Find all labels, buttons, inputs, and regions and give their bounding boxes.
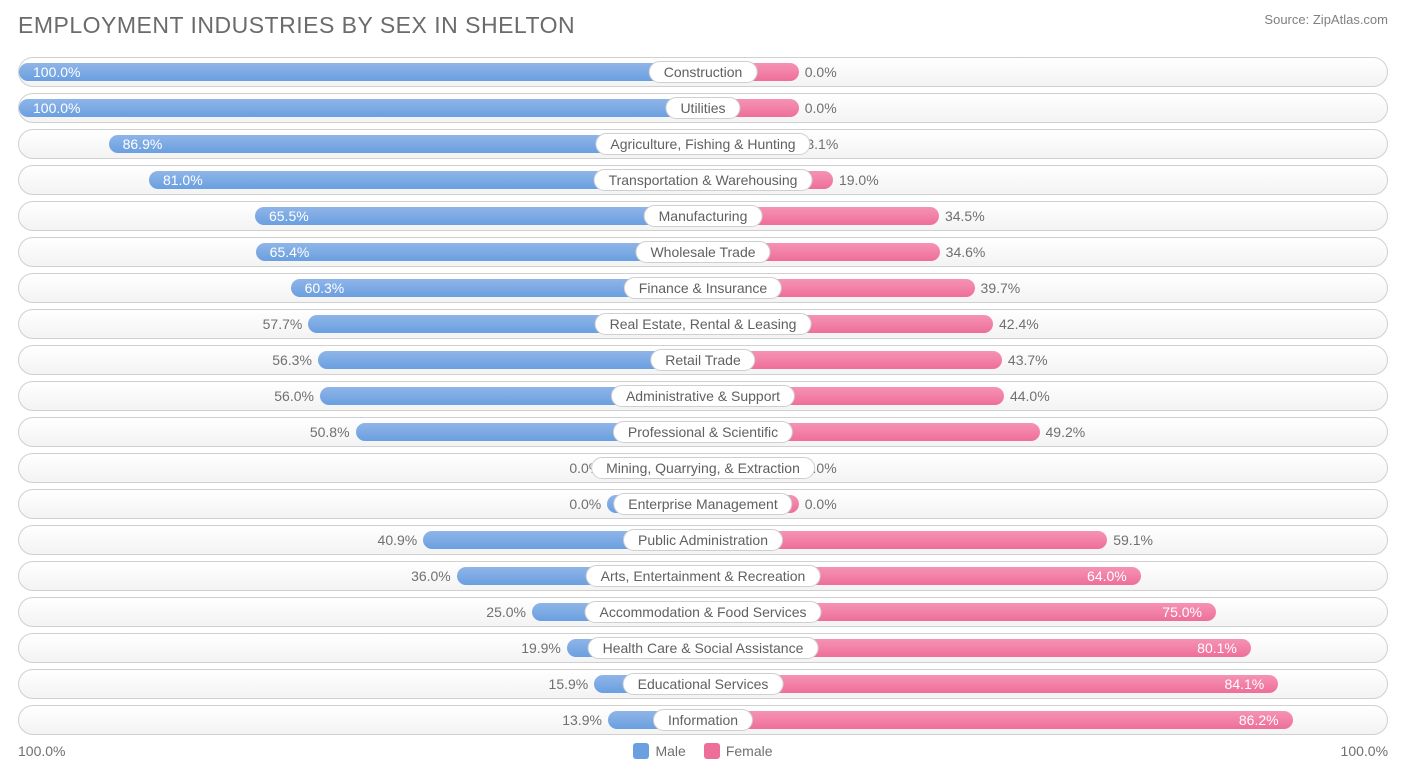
chart-row: 40.9% 59.1% Public Administration — [18, 525, 1388, 555]
male-pct-label: 65.4% — [264, 244, 316, 260]
female-bar: 86.2% — [703, 711, 1293, 729]
category-label: Construction — [649, 61, 758, 83]
female-pct-label: 84.1% — [1219, 676, 1271, 692]
category-label: Public Administration — [623, 529, 783, 551]
male-bar: 65.5% — [255, 207, 703, 225]
female-pct-label: 0.0% — [799, 100, 843, 116]
chart-row: 65.4% 34.6% Wholesale Trade — [18, 237, 1388, 267]
chart-row: 56.3% 43.7% Retail Trade — [18, 345, 1388, 375]
male-pct-label: 56.0% — [268, 388, 320, 404]
category-label: Agriculture, Fishing & Hunting — [595, 133, 810, 155]
female-pct-label: 80.1% — [1191, 640, 1243, 656]
chart-row: 13.9% 86.2% Information — [18, 705, 1388, 735]
male-pct-label: 25.0% — [480, 604, 532, 620]
male-bar: 100.0% — [19, 63, 703, 81]
male-pct-label: 0.0% — [563, 496, 607, 512]
chart-source: Source: ZipAtlas.com — [1264, 12, 1388, 27]
female-pct-label: 43.7% — [1002, 352, 1054, 368]
male-pct-label: 19.9% — [515, 640, 567, 656]
chart-row: 100.0% 0.0% Utilities — [18, 93, 1388, 123]
chart-row: 25.0% 75.0% Accommodation & Food Services — [18, 597, 1388, 627]
female-pct-label: 59.1% — [1107, 532, 1159, 548]
category-label: Manufacturing — [644, 205, 763, 227]
category-label: Health Care & Social Assistance — [588, 637, 819, 659]
female-pct-label: 49.2% — [1040, 424, 1092, 440]
female-bar: 84.1% — [703, 675, 1278, 693]
category-label: Utilities — [665, 97, 740, 119]
category-label: Accommodation & Food Services — [585, 601, 822, 623]
legend-swatch-male — [633, 743, 649, 759]
male-pct-label: 36.0% — [405, 568, 457, 584]
category-label: Information — [653, 709, 753, 731]
male-pct-label: 15.9% — [543, 676, 595, 692]
chart-row: 36.0% 64.0% Arts, Entertainment & Recreati… — [18, 561, 1388, 591]
category-label: Educational Services — [623, 673, 784, 695]
category-label: Enterprise Management — [613, 493, 792, 515]
chart-row: 60.3% 39.7% Finance & Insurance — [18, 273, 1388, 303]
female-pct-label: 42.4% — [993, 316, 1045, 332]
chart-title: EMPLOYMENT INDUSTRIES BY SEX IN SHELTON — [18, 12, 575, 39]
chart-footer: 100.0% Male Female 100.0% — [18, 743, 1388, 759]
axis-right-label: 100.0% — [1341, 743, 1388, 759]
chart-row: 0.0%0.0%Mining, Quarrying, & Extraction — [18, 453, 1388, 483]
male-pct-label: 81.0% — [157, 172, 209, 188]
male-pct-label: 100.0% — [27, 64, 86, 80]
category-label: Retail Trade — [650, 349, 755, 371]
female-pct-label: 64.0% — [1081, 568, 1133, 584]
chart-row: 0.0% 0.0% Enterprise Management — [18, 489, 1388, 519]
male-bar — [318, 351, 703, 369]
legend-label-female: Female — [726, 743, 773, 759]
chart-row: 19.9% 80.1% Health Care & Social Assistanc… — [18, 633, 1388, 663]
category-label: Mining, Quarrying, & Extraction — [591, 457, 815, 479]
male-pct-label: 60.3% — [299, 280, 351, 296]
legend-label-male: Male — [655, 743, 685, 759]
female-pct-label: 19.0% — [833, 172, 885, 188]
category-label: Professional & Scientific — [613, 421, 793, 443]
chart-row: 56.0% 44.0% Administrative & Support — [18, 381, 1388, 411]
female-pct-label: 75.0% — [1156, 604, 1208, 620]
chart-row: 86.9%13.1%Agriculture, Fishing & Hunting — [18, 129, 1388, 159]
axis-left-label: 100.0% — [18, 743, 65, 759]
legend-swatch-female — [704, 743, 720, 759]
female-pct-label: 39.7% — [975, 280, 1027, 296]
category-label: Finance & Insurance — [624, 277, 782, 299]
chart-row: 50.8% 49.2% Professional & Scientific — [18, 417, 1388, 447]
male-bar: 100.0% — [19, 99, 703, 117]
male-pct-label: 13.9% — [556, 712, 608, 728]
male-pct-label: 65.5% — [263, 208, 315, 224]
source-name: ZipAtlas.com — [1313, 12, 1388, 27]
female-pct-label: 86.2% — [1233, 712, 1285, 728]
chart-row: 15.9% 84.1% Educational Services — [18, 669, 1388, 699]
male-pct-label: 40.9% — [372, 532, 424, 548]
chart-rows: 100.0% 0.0% Construction 100.0% 0.0% Utilitie… — [18, 57, 1388, 735]
female-pct-label: 34.6% — [940, 244, 992, 260]
category-label: Arts, Entertainment & Recreation — [586, 565, 821, 587]
female-pct-label: 34.5% — [939, 208, 991, 224]
category-label: Wholesale Trade — [635, 241, 770, 263]
chart-header: EMPLOYMENT INDUSTRIES BY SEX IN SHELTON … — [18, 12, 1388, 39]
chart-row: 65.5% 34.5% Manufacturing — [18, 201, 1388, 231]
male-pct-label: 57.7% — [257, 316, 309, 332]
female-pct-label: 44.0% — [1004, 388, 1056, 404]
category-label: Transportation & Warehousing — [594, 169, 813, 191]
chart-row: 81.0% 19.0% Transportation & Warehousing — [18, 165, 1388, 195]
legend: Male Female — [633, 743, 772, 759]
legend-item-female: Female — [704, 743, 773, 759]
female-pct-label: 0.0% — [799, 496, 843, 512]
chart-row: 57.7% 42.4% Real Estate, Rental & Leasing — [18, 309, 1388, 339]
legend-item-male: Male — [633, 743, 685, 759]
male-pct-label: 100.0% — [27, 100, 86, 116]
female-pct-label: 0.0% — [799, 64, 843, 80]
category-label: Administrative & Support — [611, 385, 795, 407]
chart-row: 100.0% 0.0% Construction — [18, 57, 1388, 87]
male-pct-label: 50.8% — [304, 424, 356, 440]
source-prefix: Source: — [1264, 12, 1309, 27]
male-pct-label: 86.9% — [117, 136, 169, 152]
male-pct-label: 56.3% — [266, 352, 318, 368]
category-label: Real Estate, Rental & Leasing — [595, 313, 812, 335]
